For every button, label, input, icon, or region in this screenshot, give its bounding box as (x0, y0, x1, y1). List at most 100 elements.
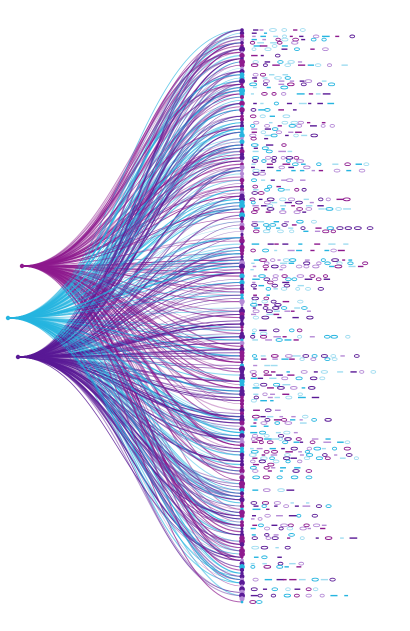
target-node[interactable] (240, 251, 244, 256)
target-node[interactable] (240, 169, 244, 172)
target-node[interactable] (239, 340, 245, 346)
target-node[interactable] (239, 564, 245, 570)
target-node[interactable] (240, 111, 244, 115)
target-node[interactable] (240, 181, 244, 185)
target-node[interactable] (240, 28, 244, 32)
target-node[interactable] (239, 497, 245, 503)
target-node[interactable] (239, 433, 245, 439)
target-node[interactable] (239, 117, 245, 122)
target-node[interactable] (240, 293, 244, 297)
target-node[interactable] (239, 491, 245, 496)
target-node[interactable] (239, 248, 245, 253)
target-node[interactable] (239, 542, 245, 547)
target-node[interactable] (239, 139, 245, 145)
target-node[interactable] (240, 136, 244, 141)
target-node[interactable] (239, 273, 245, 279)
target-node[interactable] (240, 395, 244, 400)
target-node[interactable] (239, 484, 245, 490)
target-node[interactable] (240, 501, 244, 505)
target-node[interactable] (239, 523, 245, 528)
target-node[interactable] (240, 319, 244, 323)
target-node[interactable] (239, 573, 245, 579)
target-node[interactable] (240, 159, 244, 163)
target-node[interactable] (240, 328, 244, 332)
target-node[interactable] (239, 132, 245, 139)
target-node[interactable] (240, 325, 244, 329)
target-node[interactable] (239, 443, 245, 448)
target-node[interactable] (239, 225, 245, 231)
target-node[interactable] (239, 238, 245, 244)
target-node[interactable] (240, 530, 244, 534)
target-node[interactable] (239, 155, 245, 161)
target-node[interactable] (239, 91, 245, 97)
target-node[interactable] (240, 95, 244, 100)
target-node[interactable] (239, 474, 245, 481)
target-node[interactable] (238, 46, 246, 53)
target-node[interactable] (239, 567, 245, 573)
target-node[interactable] (239, 298, 245, 305)
target-node[interactable] (240, 517, 244, 521)
target-node[interactable] (239, 126, 245, 132)
target-node[interactable] (240, 571, 244, 575)
target-node[interactable] (239, 216, 245, 221)
target-node[interactable] (239, 462, 245, 467)
target-node[interactable] (239, 107, 245, 113)
target-node[interactable] (240, 303, 244, 307)
target-node[interactable] (240, 555, 244, 559)
target-node[interactable] (239, 164, 245, 170)
target-node[interactable] (239, 244, 245, 250)
source-cyan[interactable] (5, 315, 11, 321)
target-node[interactable] (239, 289, 245, 295)
target-node[interactable] (239, 382, 245, 388)
target-node[interactable] (239, 177, 245, 183)
target-node[interactable] (240, 143, 244, 147)
target-node[interactable] (239, 34, 245, 39)
target-node[interactable] (240, 520, 244, 524)
target-node[interactable] (240, 456, 244, 461)
target-node[interactable] (240, 338, 244, 342)
target-node[interactable] (240, 184, 244, 189)
target-node[interactable] (239, 513, 245, 519)
target-node[interactable] (240, 267, 244, 272)
target-node[interactable] (239, 401, 245, 406)
target-node[interactable] (239, 411, 245, 416)
target-node[interactable] (239, 100, 245, 107)
target-node[interactable] (239, 314, 245, 321)
target-node[interactable] (240, 459, 244, 464)
target-node[interactable] (238, 263, 246, 270)
target-node[interactable] (239, 391, 245, 398)
target-node[interactable] (239, 52, 245, 59)
target-node[interactable] (240, 526, 244, 531)
target-node[interactable] (238, 365, 246, 372)
target-node[interactable] (240, 405, 244, 409)
target-node[interactable] (239, 446, 245, 451)
target-node[interactable] (240, 283, 244, 288)
target-node[interactable] (239, 468, 245, 474)
target-node[interactable] (238, 212, 246, 219)
target-node[interactable] (240, 82, 244, 86)
target-node[interactable] (239, 37, 245, 42)
target-node[interactable] (239, 452, 245, 458)
target-node[interactable] (240, 121, 244, 125)
target-node[interactable] (240, 114, 244, 119)
target-node[interactable] (239, 62, 245, 68)
target-node[interactable] (240, 146, 244, 150)
target-node[interactable] (239, 148, 245, 154)
target-node[interactable] (240, 40, 244, 45)
target-node[interactable] (240, 600, 244, 604)
target-node[interactable] (239, 487, 245, 493)
target-node[interactable] (240, 207, 244, 211)
target-node[interactable] (239, 579, 245, 586)
target-node[interactable] (239, 503, 245, 509)
source-magenta[interactable] (19, 263, 25, 269)
target-node[interactable] (240, 255, 244, 259)
target-node[interactable] (240, 361, 244, 364)
target-node[interactable] (239, 321, 245, 327)
source-violet[interactable] (15, 354, 21, 360)
target-node[interactable] (239, 420, 245, 426)
target-node[interactable] (239, 551, 245, 558)
target-node[interactable] (239, 356, 245, 362)
target-node[interactable] (240, 229, 244, 233)
target-node[interactable] (239, 123, 245, 128)
target-node[interactable] (239, 398, 245, 403)
